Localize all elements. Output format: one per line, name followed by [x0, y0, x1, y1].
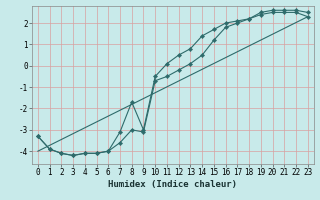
X-axis label: Humidex (Indice chaleur): Humidex (Indice chaleur): [108, 180, 237, 189]
